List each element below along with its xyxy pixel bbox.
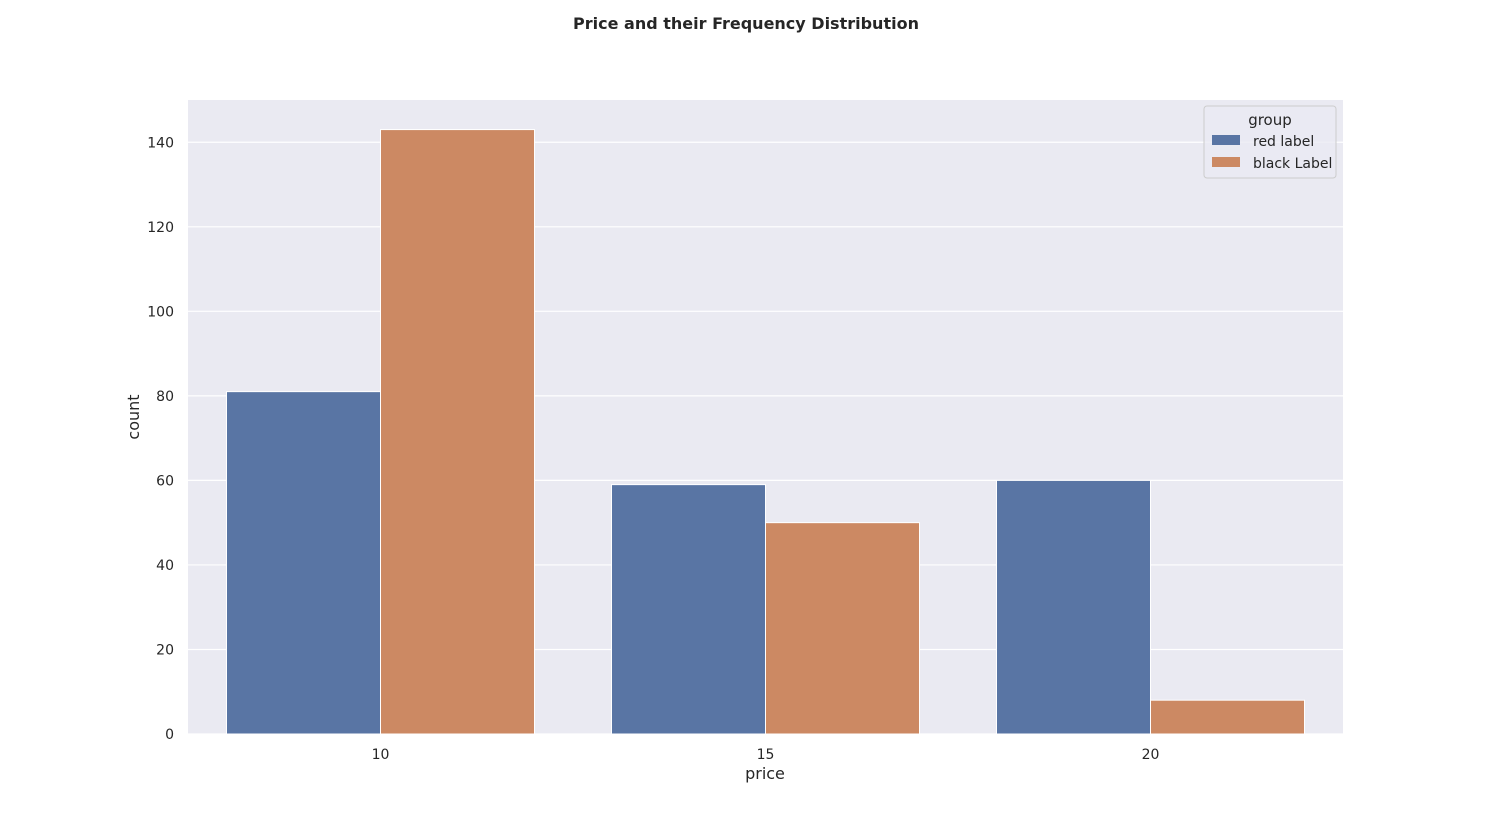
x-tick-label: 10 <box>372 747 390 763</box>
bar <box>380 129 535 735</box>
legend-items: red label black Label <box>1212 134 1332 172</box>
bar <box>996 479 1151 735</box>
y-tick-label: 40 <box>156 558 174 574</box>
y-tick-label: 100 <box>147 304 174 320</box>
y-tick-label: 140 <box>147 135 174 151</box>
y-tick-label: 20 <box>156 642 174 658</box>
legend-swatch <box>1212 157 1240 167</box>
bar <box>765 522 920 735</box>
bar <box>611 484 766 735</box>
x-axis-ticks: 10 15 20 <box>372 747 1160 763</box>
y-tick-label: 0 <box>165 727 174 743</box>
y-axis-label: count <box>124 394 143 439</box>
bars <box>226 129 1305 735</box>
y-tick-label: 80 <box>156 389 174 405</box>
y-tick-label: 60 <box>156 473 174 489</box>
legend-title: group <box>1248 111 1292 129</box>
y-tick-label: 120 <box>147 220 174 236</box>
chart-title: Price and their Frequency Distribution <box>573 14 919 33</box>
legend: group red label black Label <box>1203 105 1337 179</box>
legend-entry: black Label <box>1253 156 1332 172</box>
bar <box>226 391 381 735</box>
x-tick-label: 15 <box>757 747 775 763</box>
y-axis-ticks: 0 20 40 60 80 100 120 140 <box>147 135 174 743</box>
bar <box>1150 699 1305 735</box>
x-axis-label: price <box>745 764 785 783</box>
legend-swatch <box>1212 135 1240 145</box>
legend-entry: red label <box>1253 134 1314 150</box>
x-tick-label: 20 <box>1142 747 1160 763</box>
